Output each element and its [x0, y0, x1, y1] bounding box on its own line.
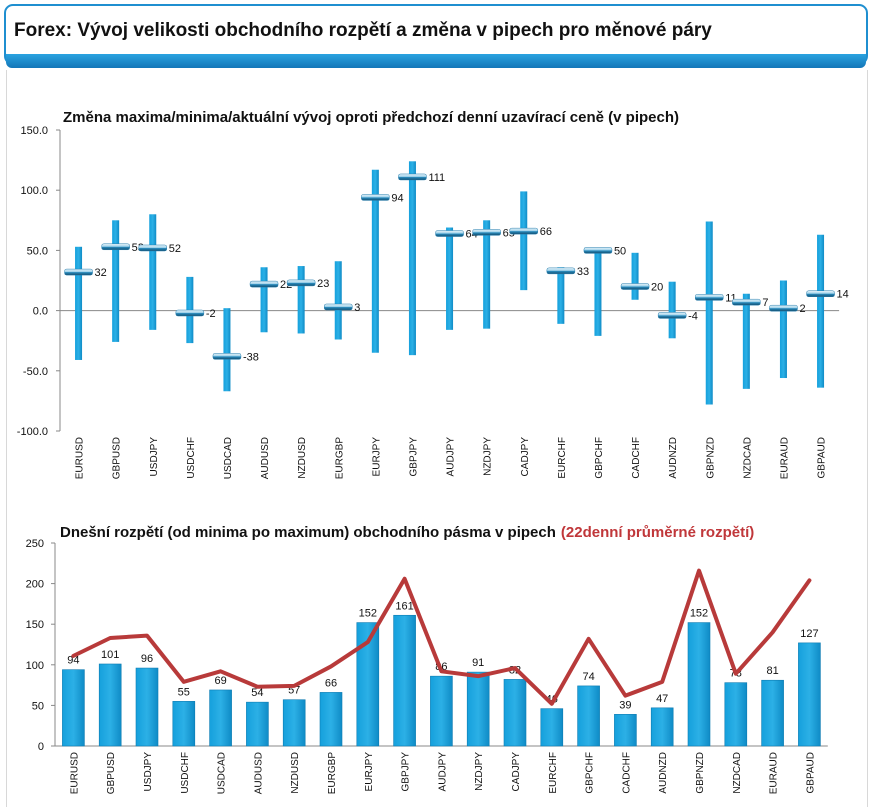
page-title: Forex: Vývoj velikosti obchodního rozpět… [14, 20, 712, 41]
page-header: Forex: Vývoj velikosti obchodního rozpět… [4, 4, 868, 62]
header-bar [6, 54, 866, 68]
chart-frame [6, 70, 868, 807]
